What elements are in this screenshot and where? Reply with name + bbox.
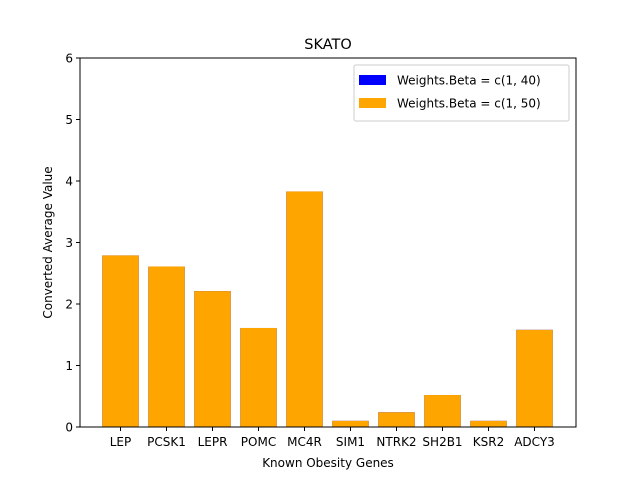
- x-tick-label: SH2B1: [422, 435, 462, 449]
- x-axis-label: Known Obesity Genes: [262, 456, 394, 470]
- y-axis: 0 1 2 3 4 5 6: [65, 52, 80, 435]
- x-tick-label: LEP: [110, 435, 132, 449]
- bar-adcy3-series-2: [516, 329, 553, 427]
- legend-swatch: [359, 75, 386, 85]
- bar-ntrk2-series-2: [378, 412, 415, 427]
- bars-group: [102, 191, 553, 427]
- y-tick-label: 6: [65, 52, 73, 66]
- y-axis-label: Converted Average Value: [41, 166, 55, 318]
- x-tick-label: KSR2: [473, 435, 504, 449]
- y-tick-label: 2: [65, 298, 73, 312]
- x-tick-label: ADCY3: [514, 435, 555, 449]
- x-tick-label: NTRK2: [376, 435, 416, 449]
- bar-lepr-series-2: [194, 291, 231, 427]
- bar-sh2b1-series-2: [424, 395, 461, 427]
- x-tick-label: PCSK1: [147, 435, 186, 449]
- x-tick-label: SIM1: [336, 435, 365, 449]
- y-tick-label: 1: [65, 359, 73, 373]
- bar-mc4r-series-2: [286, 191, 323, 427]
- legend-box: [353, 64, 570, 122]
- x-tick-label: POMC: [241, 435, 276, 449]
- y-tick-label: 3: [65, 236, 73, 250]
- bar-lep-series-2: [102, 255, 139, 427]
- legend: Weights.Beta = c(1, 40) Weights.Beta = c(…: [353, 64, 570, 122]
- x-axis: LEP PCSK1 LEPR POMC MC4R SIM1 NTRK2 SH2B1 KSR2 AD…: [110, 427, 555, 449]
- legend-entry: Weights.Beta = c(1, 50): [397, 97, 541, 111]
- x-tick-label: LEPR: [198, 435, 228, 449]
- bar-ksr2-series-2: [470, 420, 507, 427]
- y-tick-label: 5: [65, 113, 73, 127]
- bar-pcsk1-series-2: [148, 266, 185, 427]
- y-tick-label: 0: [65, 421, 73, 435]
- y-tick-label: 4: [65, 175, 73, 189]
- legend-swatch: [359, 98, 386, 108]
- bar-pomc-series-2: [240, 327, 277, 427]
- chart-title: SKATO: [304, 37, 352, 53]
- bar-sim1-series-2: [332, 420, 369, 427]
- x-tick-label: MC4R: [287, 435, 322, 449]
- legend-entry: Weights.Beta = c(1, 40): [397, 74, 541, 88]
